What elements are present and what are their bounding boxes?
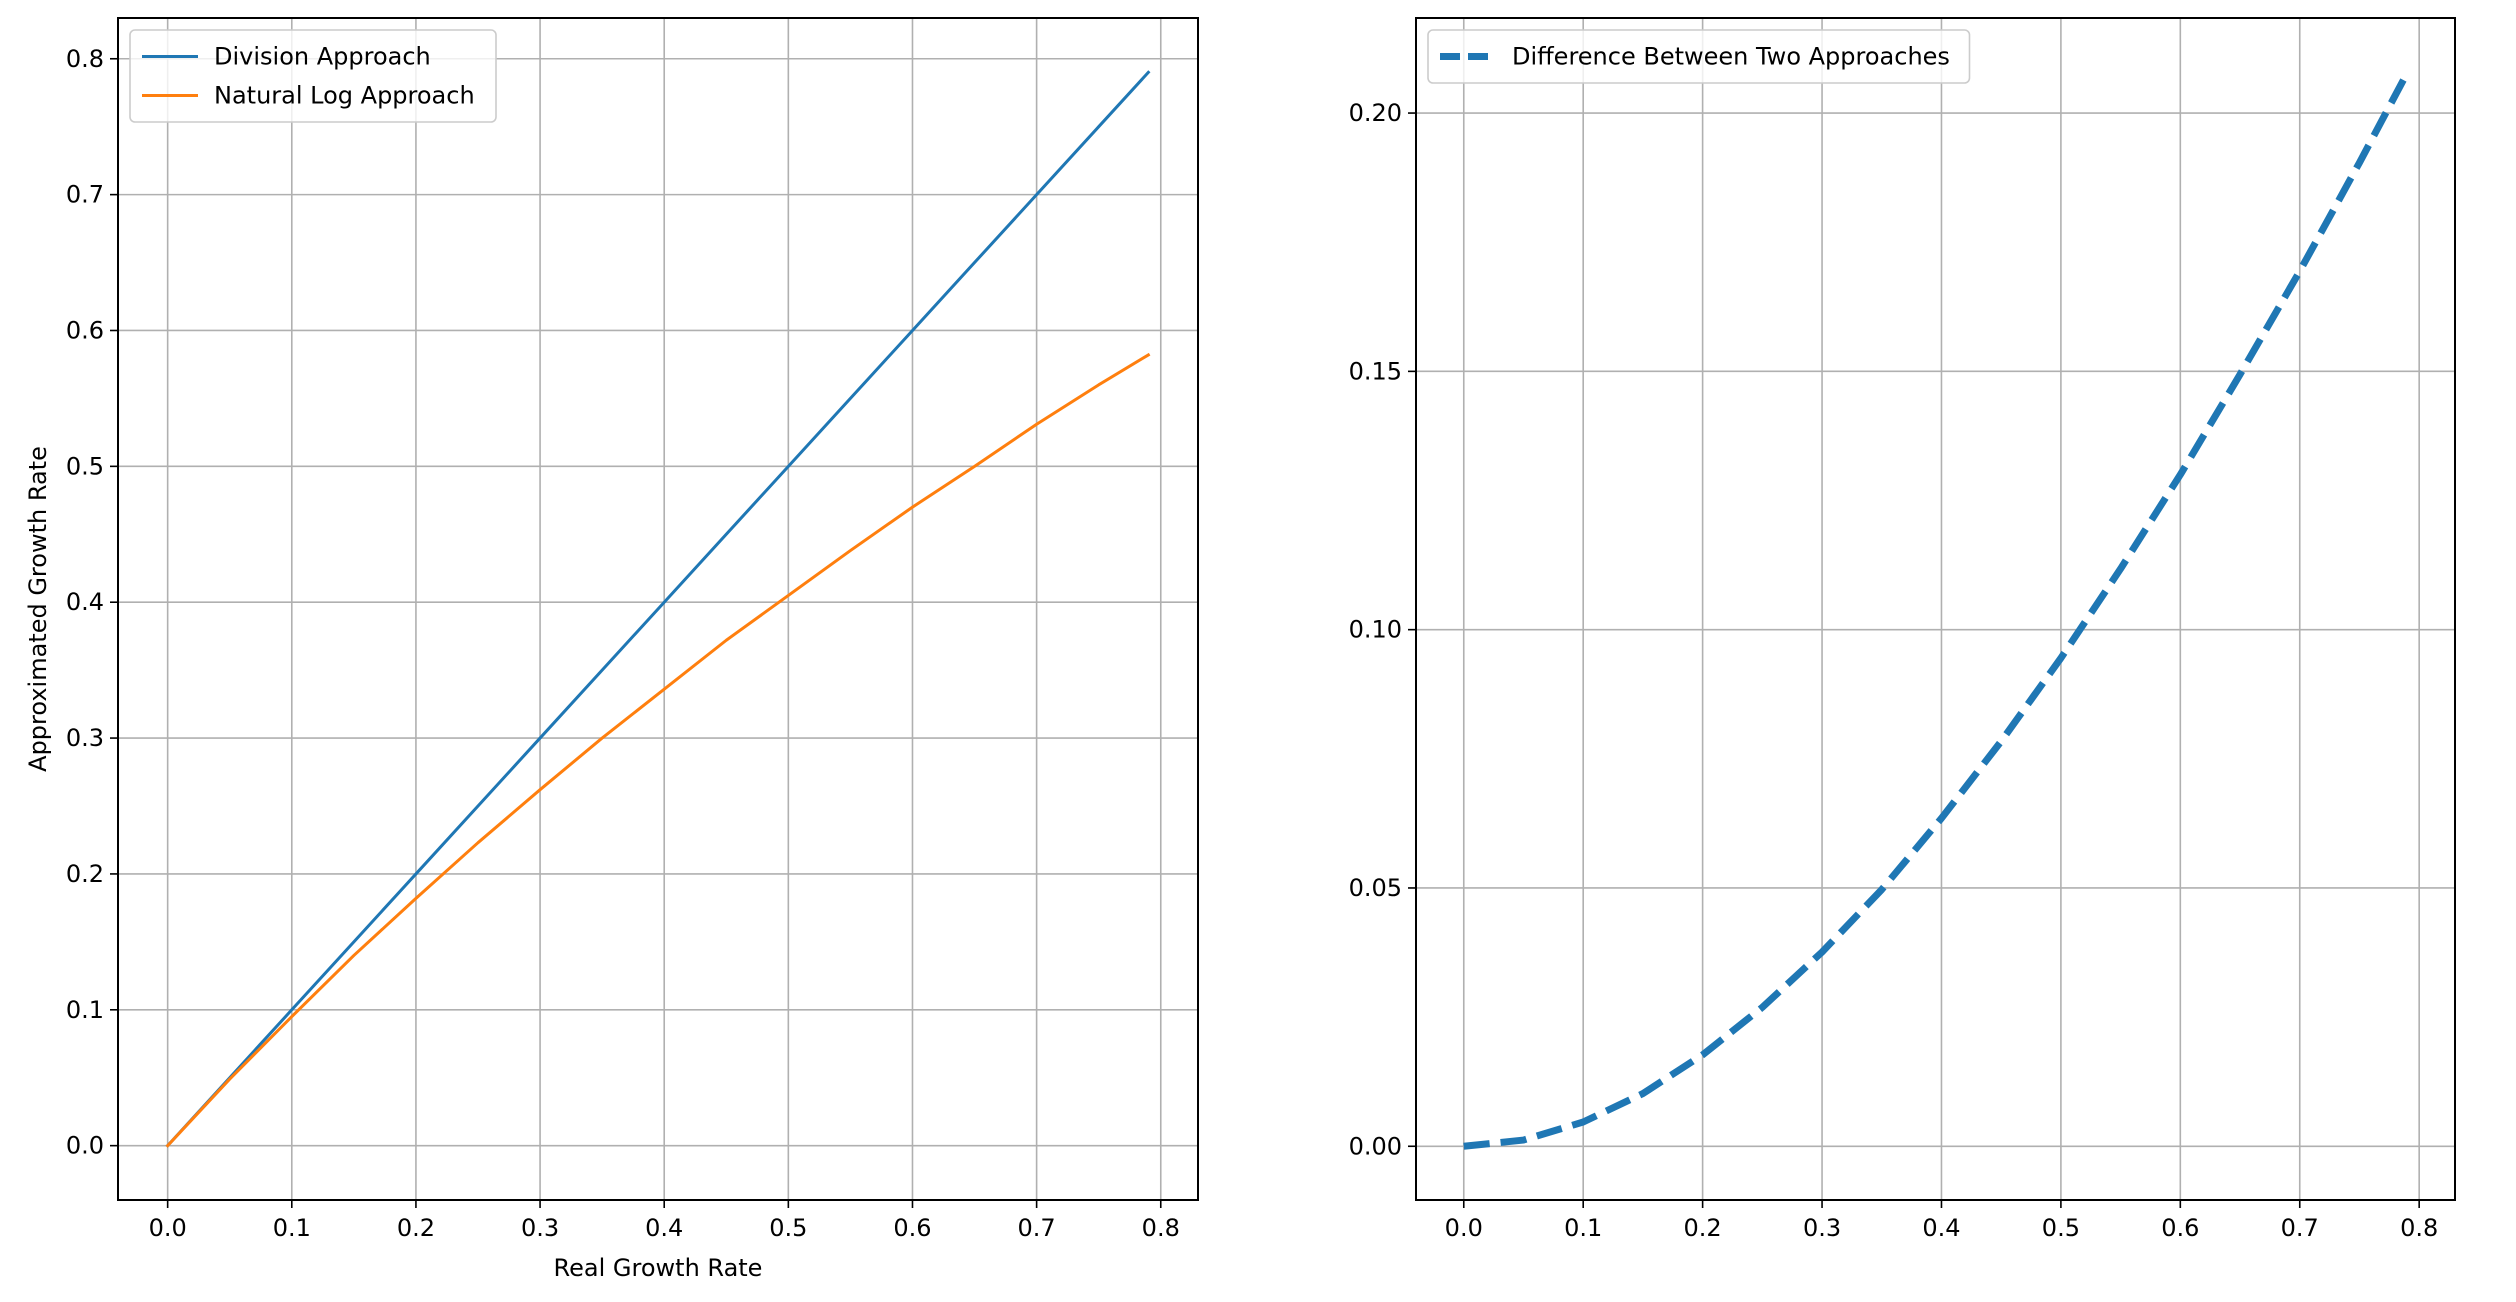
right-plot-frame [1415, 17, 2456, 1201]
left-y-tick-label: 0.5 [66, 452, 104, 480]
right-x-tick-label: 0.6 [2161, 1214, 2199, 1242]
right-legend-box [1427, 29, 1971, 84]
left-legend-label: Division Approach [214, 43, 431, 71]
left-y-tick-label: 0.7 [66, 181, 104, 209]
right-x-tick-label: 0.4 [1922, 1214, 1960, 1242]
right-x-tick-label: 0.1 [1564, 1214, 1602, 1242]
right-y-tick-label: 0.05 [1349, 874, 1402, 902]
left-y-axis-ticks: 0.0 0.1 0.2 0.3 0.4 0.5 0.6 0.7 0.8 [66, 45, 118, 1160]
right-y-axis-ticks: 0.00 0.05 0.10 0.15 0.20 [1349, 99, 1416, 1160]
left-series-line-1 [165, 70, 1151, 1148]
left-x-tick-label: 0.5 [769, 1214, 807, 1242]
left-y-tick-label: 0.1 [66, 996, 104, 1024]
left-legend-label: Natural Log Approach [214, 82, 475, 110]
left-legend-box [129, 29, 497, 123]
right-y-tick-label: 0.00 [1349, 1132, 1402, 1160]
left-y-axis-label: Approximated Growth Rate [24, 446, 52, 772]
right-x-tick-label: 0.3 [1803, 1214, 1841, 1242]
left-x-tick-label: 0.7 [1018, 1214, 1056, 1242]
right-x-tick-label: 0.8 [2400, 1214, 2438, 1242]
left-x-tick-label: 0.2 [397, 1214, 435, 1242]
left-grid [118, 18, 1198, 1200]
left-x-tick-label: 0.0 [149, 1214, 187, 1242]
right-legend-label: Difference Between Two Approaches [1512, 43, 1950, 71]
right-legend: Difference Between Two Approaches [1427, 29, 1971, 84]
left-y-tick-label: 0.3 [66, 724, 104, 752]
left-y-tick-label: 0.0 [66, 1132, 104, 1160]
right-series-line-1 [1463, 71, 2411, 1150]
right-x-tick-label: 0.5 [2042, 1214, 2080, 1242]
left-x-tick-label: 0.3 [521, 1214, 559, 1242]
left-series-line-2 [165, 352, 1151, 1148]
left-x-tick-label: 0.1 [273, 1214, 311, 1242]
right-y-tick-label: 0.15 [1349, 357, 1402, 385]
left-y-tick-label: 0.4 [66, 588, 104, 616]
left-x-axis-label: Real Growth Rate [554, 1254, 763, 1282]
left-plot-panel: 0.0 0.1 0.2 0.3 0.4 0.5 0.6 0.7 0.8 0.0 0.1 0.2 0.3… [24, 17, 1199, 1282]
right-series-layer [1463, 71, 2411, 1150]
left-x-axis-ticks: 0.0 0.1 0.2 0.3 0.4 0.5 0.6 0.7 0.8 [149, 1200, 1180, 1242]
right-x-tick-label: 0.7 [2281, 1214, 2319, 1242]
left-y-tick-label: 0.6 [66, 316, 104, 344]
left-series-layer [165, 70, 1151, 1148]
left-x-tick-label: 0.4 [645, 1214, 683, 1242]
left-y-tick-label: 0.8 [66, 45, 104, 73]
right-y-tick-label: 0.20 [1349, 99, 1402, 127]
right-grid [1416, 18, 2455, 1200]
left-plot-frame [117, 17, 1199, 1201]
left-x-tick-label: 0.8 [1142, 1214, 1180, 1242]
right-plot-panel: 0.0 0.1 0.2 0.3 0.4 0.5 0.6 0.7 0.8 0.00 0.05 0.10… [1349, 17, 2456, 1242]
right-y-tick-label: 0.10 [1349, 616, 1402, 644]
left-x-tick-label: 0.6 [893, 1214, 931, 1242]
right-x-tick-label: 0.0 [1445, 1214, 1483, 1242]
left-legend: Division Approach Natural Log Approach [129, 29, 497, 123]
right-x-axis-ticks: 0.0 0.1 0.2 0.3 0.4 0.5 0.6 0.7 0.8 [1445, 1200, 2438, 1242]
left-y-tick-label: 0.2 [66, 860, 104, 888]
right-x-tick-label: 0.2 [1684, 1214, 1722, 1242]
